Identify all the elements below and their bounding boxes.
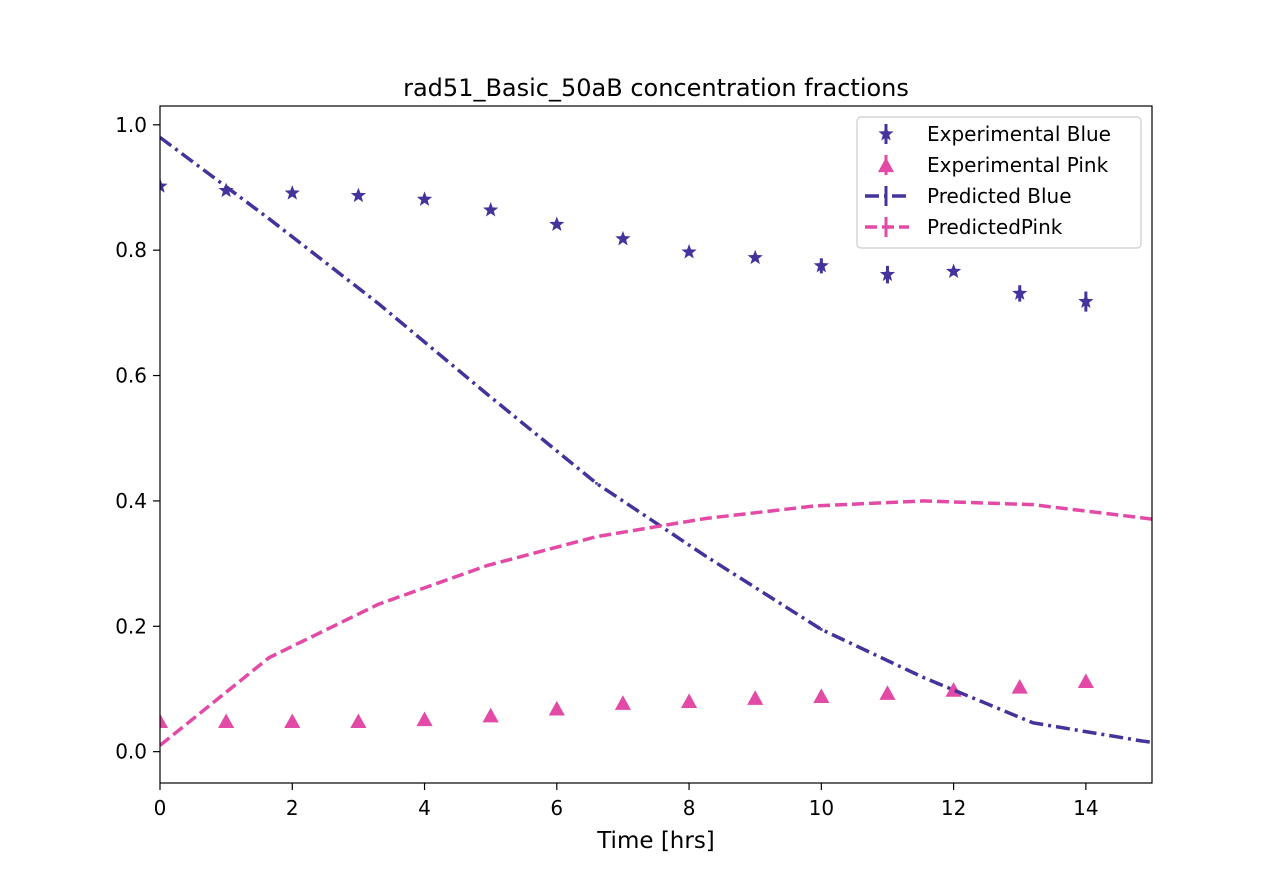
y-tick-label: 0.6 (115, 364, 147, 388)
legend-label: PredictedPink (927, 215, 1063, 239)
series-experimental-blue (160, 178, 1094, 312)
legend-item: Experimental Blue (878, 122, 1111, 146)
legend-label: Experimental Blue (927, 122, 1111, 146)
legend-item: Experimental Pink (877, 153, 1109, 177)
x-tick-label: 12 (941, 796, 966, 820)
data-point (1012, 285, 1028, 300)
data-point (160, 713, 169, 729)
data-point (218, 713, 235, 729)
y-tick-label: 1.0 (115, 113, 147, 137)
x-tick-label: 14 (1073, 796, 1098, 820)
legend-marker-triangle (877, 157, 895, 173)
y-tick-label: 0.0 (115, 740, 147, 764)
legend-item: PredictedPink (865, 215, 1063, 239)
data-point (681, 244, 697, 259)
plot-area (160, 135, 1152, 747)
x-tick-label: 10 (809, 796, 834, 820)
data-point (945, 263, 962, 278)
x-tick-label: 8 (683, 796, 696, 820)
data-point (549, 216, 565, 231)
data-point (1078, 293, 1094, 309)
x-tick-label: 2 (286, 796, 299, 820)
data-point (218, 182, 234, 198)
x-tick-label: 6 (550, 796, 563, 820)
legend-label: Experimental Pink (927, 153, 1109, 177)
y-tick-label: 0.8 (115, 238, 147, 262)
legend: Experimental Blue Experimental Pink Predic… (856, 116, 1142, 249)
data-point (747, 249, 763, 265)
data-point (1077, 673, 1094, 688)
legend-label: Predicted Blue (927, 184, 1072, 208)
data-point (482, 707, 499, 723)
data-point (284, 185, 300, 200)
data-point (350, 187, 367, 203)
data-point (813, 257, 829, 273)
y-tick-label: 0.4 (115, 489, 147, 513)
data-point (879, 266, 896, 282)
y-axis: 0.0 0.2 0.4 0.6 0.8 1.0 (115, 113, 160, 764)
data-point (614, 695, 632, 710)
legend-marker-star (878, 126, 894, 141)
legend-item: Predicted Blue (865, 184, 1072, 208)
data-point (1011, 678, 1028, 694)
data-point (615, 230, 631, 246)
data-point (284, 713, 301, 729)
series-experimental-pink (160, 673, 1094, 729)
data-point (416, 191, 433, 206)
data-point (416, 711, 433, 727)
legend-box (856, 116, 1142, 249)
data-point (879, 685, 896, 700)
x-axis-title: Time [hrs] (596, 828, 715, 854)
x-axis: 0 2 4 6 8 10 12 14 (154, 783, 1099, 820)
chart-title: rad51_Basic_50aB concentration fractions (403, 74, 909, 102)
x-tick-label: 0 (154, 796, 167, 820)
data-point (680, 693, 698, 708)
x-tick-label: 4 (418, 796, 431, 820)
data-point (350, 713, 367, 729)
data-point (160, 178, 168, 193)
data-point (813, 688, 830, 703)
series-predicted-blue (160, 135, 1152, 744)
data-point (747, 690, 764, 705)
plot-frame (159, 105, 1153, 784)
data-point (548, 700, 565, 716)
series-predictedpink (160, 499, 1152, 747)
data-point (483, 202, 499, 217)
y-tick-label: 0.2 (115, 614, 147, 638)
series-line (160, 499, 1152, 747)
